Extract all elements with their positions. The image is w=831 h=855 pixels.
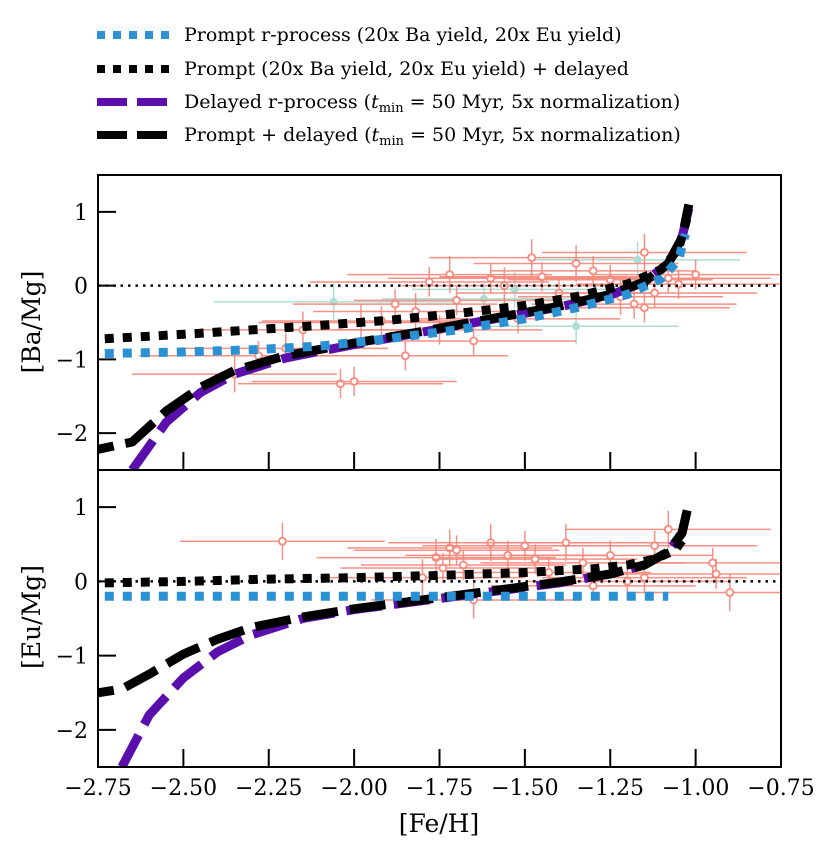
y-tick-label: −1	[56, 348, 88, 373]
observation-point	[559, 293, 730, 323]
plot-area-ba-mg	[98, 203, 781, 470]
legend-entry-delayed-rprocess: Delayed r-process (tmin = 50 Myr, 5x nor…	[97, 91, 680, 116]
x-axis-label: [Fe/H]	[399, 809, 480, 838]
legend-label-prompt-plus-delayed-20x: Prompt (20x Ba yield, 20x Eu yield) + de…	[184, 58, 629, 80]
y-axis-label-eu-mg: [Eu/Mg]	[17, 565, 46, 669]
legend-label-prompt-rprocess: Prompt r-process (20x Ba yield, 20x Eu y…	[184, 24, 622, 46]
plot-area-eu-mg	[98, 502, 781, 767]
series-prompt-plus-delayed-20x	[104, 537, 686, 588]
x-tick-label: −1.00	[662, 776, 729, 801]
x-tick-label: −2.50	[150, 776, 217, 801]
x-tick-label: −2.75	[64, 776, 131, 801]
y-tick-label: −2	[56, 719, 88, 744]
legend-entry-prompt-plus-delayed-tmin: Prompt + delayed (tmin = 50 Myr, 5x norm…	[97, 124, 681, 149]
observation-point	[251, 366, 457, 397]
y-tick-label: −1	[56, 645, 88, 670]
x-tick-label: −1.25	[577, 776, 644, 801]
observation-point	[354, 285, 560, 316]
observation-point	[541, 234, 747, 271]
observation-secondary-point	[535, 241, 741, 279]
observation-secondary-point	[473, 307, 679, 345]
observation-point	[371, 326, 577, 356]
x-tick-label: −1.75	[406, 776, 473, 801]
y-axis-label-ba-mg: [Ba/Mg]	[17, 271, 46, 374]
legend-entry-prompt-plus-delayed-20x: Prompt (20x Ba yield, 20x Eu yield) + de…	[97, 58, 629, 80]
y-tick-label: −2	[56, 422, 88, 447]
legend: Prompt r-process (20x Ba yield, 20x Eu y…	[97, 24, 681, 149]
legend-entry-prompt-rprocess: Prompt r-process (20x Ba yield, 20x Eu y…	[97, 24, 622, 46]
y-tick-label: 0	[74, 275, 88, 300]
y-tick-label: 1	[74, 496, 88, 521]
x-tick-label: −2.25	[235, 776, 302, 801]
observation-point	[340, 553, 546, 583]
x-tick-label: −2.00	[320, 776, 387, 801]
observation-point	[354, 535, 560, 566]
observation-point	[179, 522, 385, 560]
panel-eu-mg: −2 −1 0 1 −2.75 −2.50 −2.25 −2.00 −1.75 −1.50 −1.2…	[56, 469, 815, 801]
series-prompt-plus-delayed-tmin	[98, 502, 694, 698]
observation-point	[565, 510, 771, 548]
y-tick-label: 0	[74, 570, 88, 595]
legend-label-delayed-rprocess: Delayed r-process (tmin = 50 Myr, 5x nor…	[184, 91, 680, 116]
observation-point	[627, 573, 781, 612]
observation-point	[613, 559, 781, 589]
observation-point	[552, 278, 758, 308]
observation-point	[309, 267, 549, 297]
legend-label-prompt-plus-delayed-tmin: Prompt + delayed (tmin = 50 Myr, 5x norm…	[184, 124, 681, 149]
observation-point	[429, 239, 635, 277]
observation-point	[593, 259, 781, 290]
axes-frame-eu-mg	[97, 469, 782, 768]
panel-ba-mg: −2 −1 0 1	[56, 174, 782, 471]
y-tick-label: 1	[74, 201, 88, 226]
series-prompt-plus-delayed-tmin	[98, 203, 694, 454]
x-tick-label: −1.50	[491, 776, 558, 801]
x-tick-label: −0.75	[747, 776, 814, 801]
observation-point	[347, 256, 553, 293]
